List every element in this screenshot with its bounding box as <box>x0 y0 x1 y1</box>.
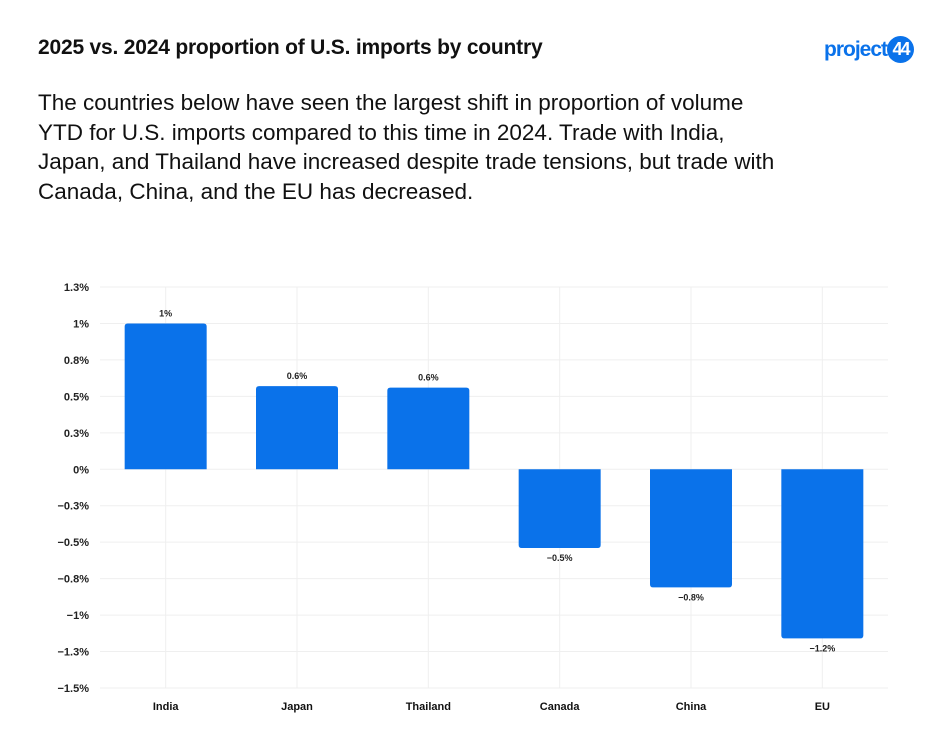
y-tick-label: 0.5% <box>64 391 89 403</box>
bar-india <box>124 323 207 470</box>
y-tick-label: 0.3% <box>64 428 89 440</box>
bar-canada <box>518 469 601 549</box>
logo-text: project <box>824 37 888 61</box>
data-label: 0.6% <box>418 373 439 383</box>
bar-japan <box>256 386 338 470</box>
y-tick-label: −0.8% <box>58 574 90 586</box>
gridlines <box>100 286 888 689</box>
bar-thailand <box>387 387 470 470</box>
data-labels: 1% 0.6% 0.6% −0.5% −0.8% −1.2% <box>159 308 835 653</box>
y-tick-label: −1% <box>67 610 90 622</box>
y-axis-ticks: 1.3% 1% 0.8% 0.5% 0.3% 0% −0.3% −0.5% −0.8% −1% −1… <box>58 282 90 695</box>
x-tick-label: Canada <box>540 701 581 713</box>
y-tick-label: 0% <box>73 464 89 476</box>
x-tick-label: EU <box>815 701 830 713</box>
bar-chart: 1.3% 1% 0.8% 0.5% 0.3% 0% −0.3% −0.5% −0.8% −1% −1… <box>58 282 888 713</box>
x-tick-label: India <box>153 701 180 713</box>
y-tick-label: 1% <box>73 318 89 330</box>
y-tick-label: 0.8% <box>64 355 89 367</box>
y-tick-label: −1.5% <box>58 683 90 695</box>
data-label: 0.6% <box>287 371 308 381</box>
y-tick-label: −0.3% <box>58 501 90 513</box>
data-label: −0.5% <box>547 553 573 563</box>
chart-title: 2025 vs. 2024 proportion of U.S. imports… <box>38 36 543 59</box>
project44-logo: project 44 <box>824 36 915 63</box>
bar-eu <box>781 469 864 639</box>
data-label: −0.8% <box>678 592 704 602</box>
bar-china <box>650 469 732 588</box>
data-label: 1% <box>159 308 172 318</box>
y-tick-label: −1.3% <box>58 647 90 659</box>
y-tick-label: −0.5% <box>58 537 90 549</box>
bars <box>124 323 864 639</box>
x-tick-label: China <box>676 701 707 713</box>
x-tick-label: Thailand <box>406 701 451 713</box>
chart-description: The countries below have seen the larges… <box>38 90 775 204</box>
y-tick-label: 1.3% <box>64 282 89 294</box>
x-axis-labels: India Japan Thailand Canada China EU <box>153 701 830 713</box>
logo-badge-icon: 44 <box>887 36 915 63</box>
x-tick-label: Japan <box>281 701 313 713</box>
data-label: −1.2% <box>809 643 835 653</box>
